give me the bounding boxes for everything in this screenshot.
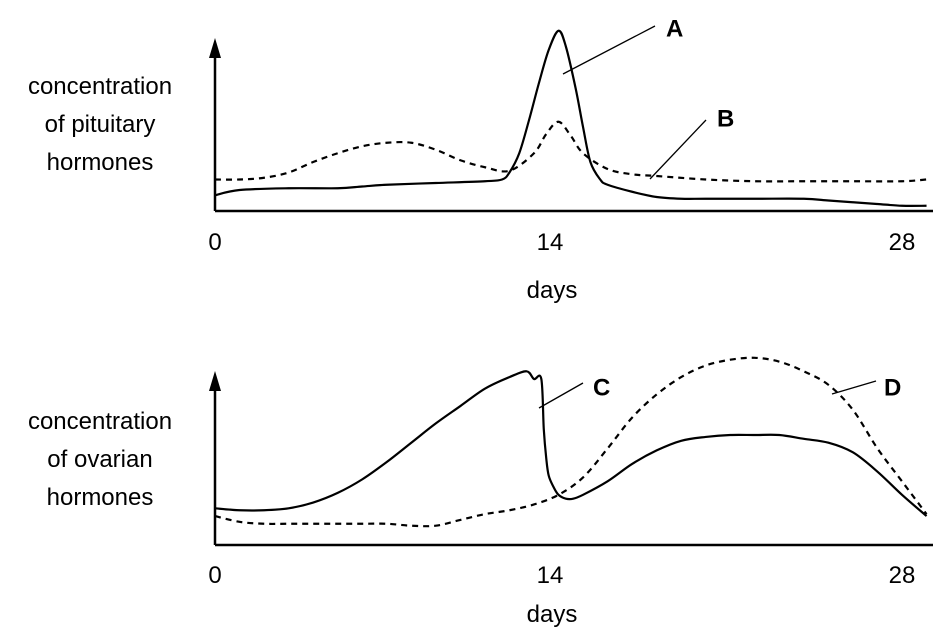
chart2-x-tick-label: 28: [889, 562, 916, 589]
chart1-ylabel-line: concentration: [27, 73, 173, 100]
chart2-ylabel-line: hormones: [46, 484, 154, 511]
chart2-callout-line-c: [538, 382, 584, 409]
chart2-series-c: [214, 370, 928, 517]
chart2-x-label: days: [527, 601, 578, 628]
chart2-ylabel-line: of ovarian: [47, 446, 153, 473]
chart1-y-axis-arrow: [209, 38, 221, 58]
chart1-x-tick-label: 28: [889, 229, 916, 256]
chart1-callout-line-b: [649, 119, 707, 180]
chart1-series-b: [214, 120, 927, 183]
chart1-x-tick-label: 14: [537, 229, 564, 256]
chart1-x-tick-label: 0: [208, 229, 221, 256]
chart1-series-a: [214, 29, 927, 207]
chart2-ylabel: concentration of ovarian hormones: [0, 403, 200, 517]
chart2-series-label-c: C: [593, 374, 610, 401]
chart2-ylabel-line: concentration: [27, 408, 173, 435]
chart2-x-tick-label: 0: [208, 562, 221, 589]
chart1-series-label-b: B: [717, 105, 734, 132]
chart2-series-d: [214, 356, 928, 528]
chart1-ylabel: concentration of pituitary hormones: [0, 68, 200, 182]
chart2-y-axis-arrow: [209, 371, 221, 391]
chart1-ylabel-line: of pituitary: [44, 111, 156, 138]
chart1-series-label-a: A: [666, 15, 683, 42]
chart2-series-label-d: D: [884, 374, 901, 401]
chart2-x-tick-label: 14: [537, 562, 564, 589]
chart1-callout-line-a: [562, 25, 656, 75]
chart1-ylabel-line: hormones: [46, 149, 154, 176]
chart2-callout-line-d: [831, 380, 877, 395]
chart1-x-label: days: [527, 277, 578, 304]
